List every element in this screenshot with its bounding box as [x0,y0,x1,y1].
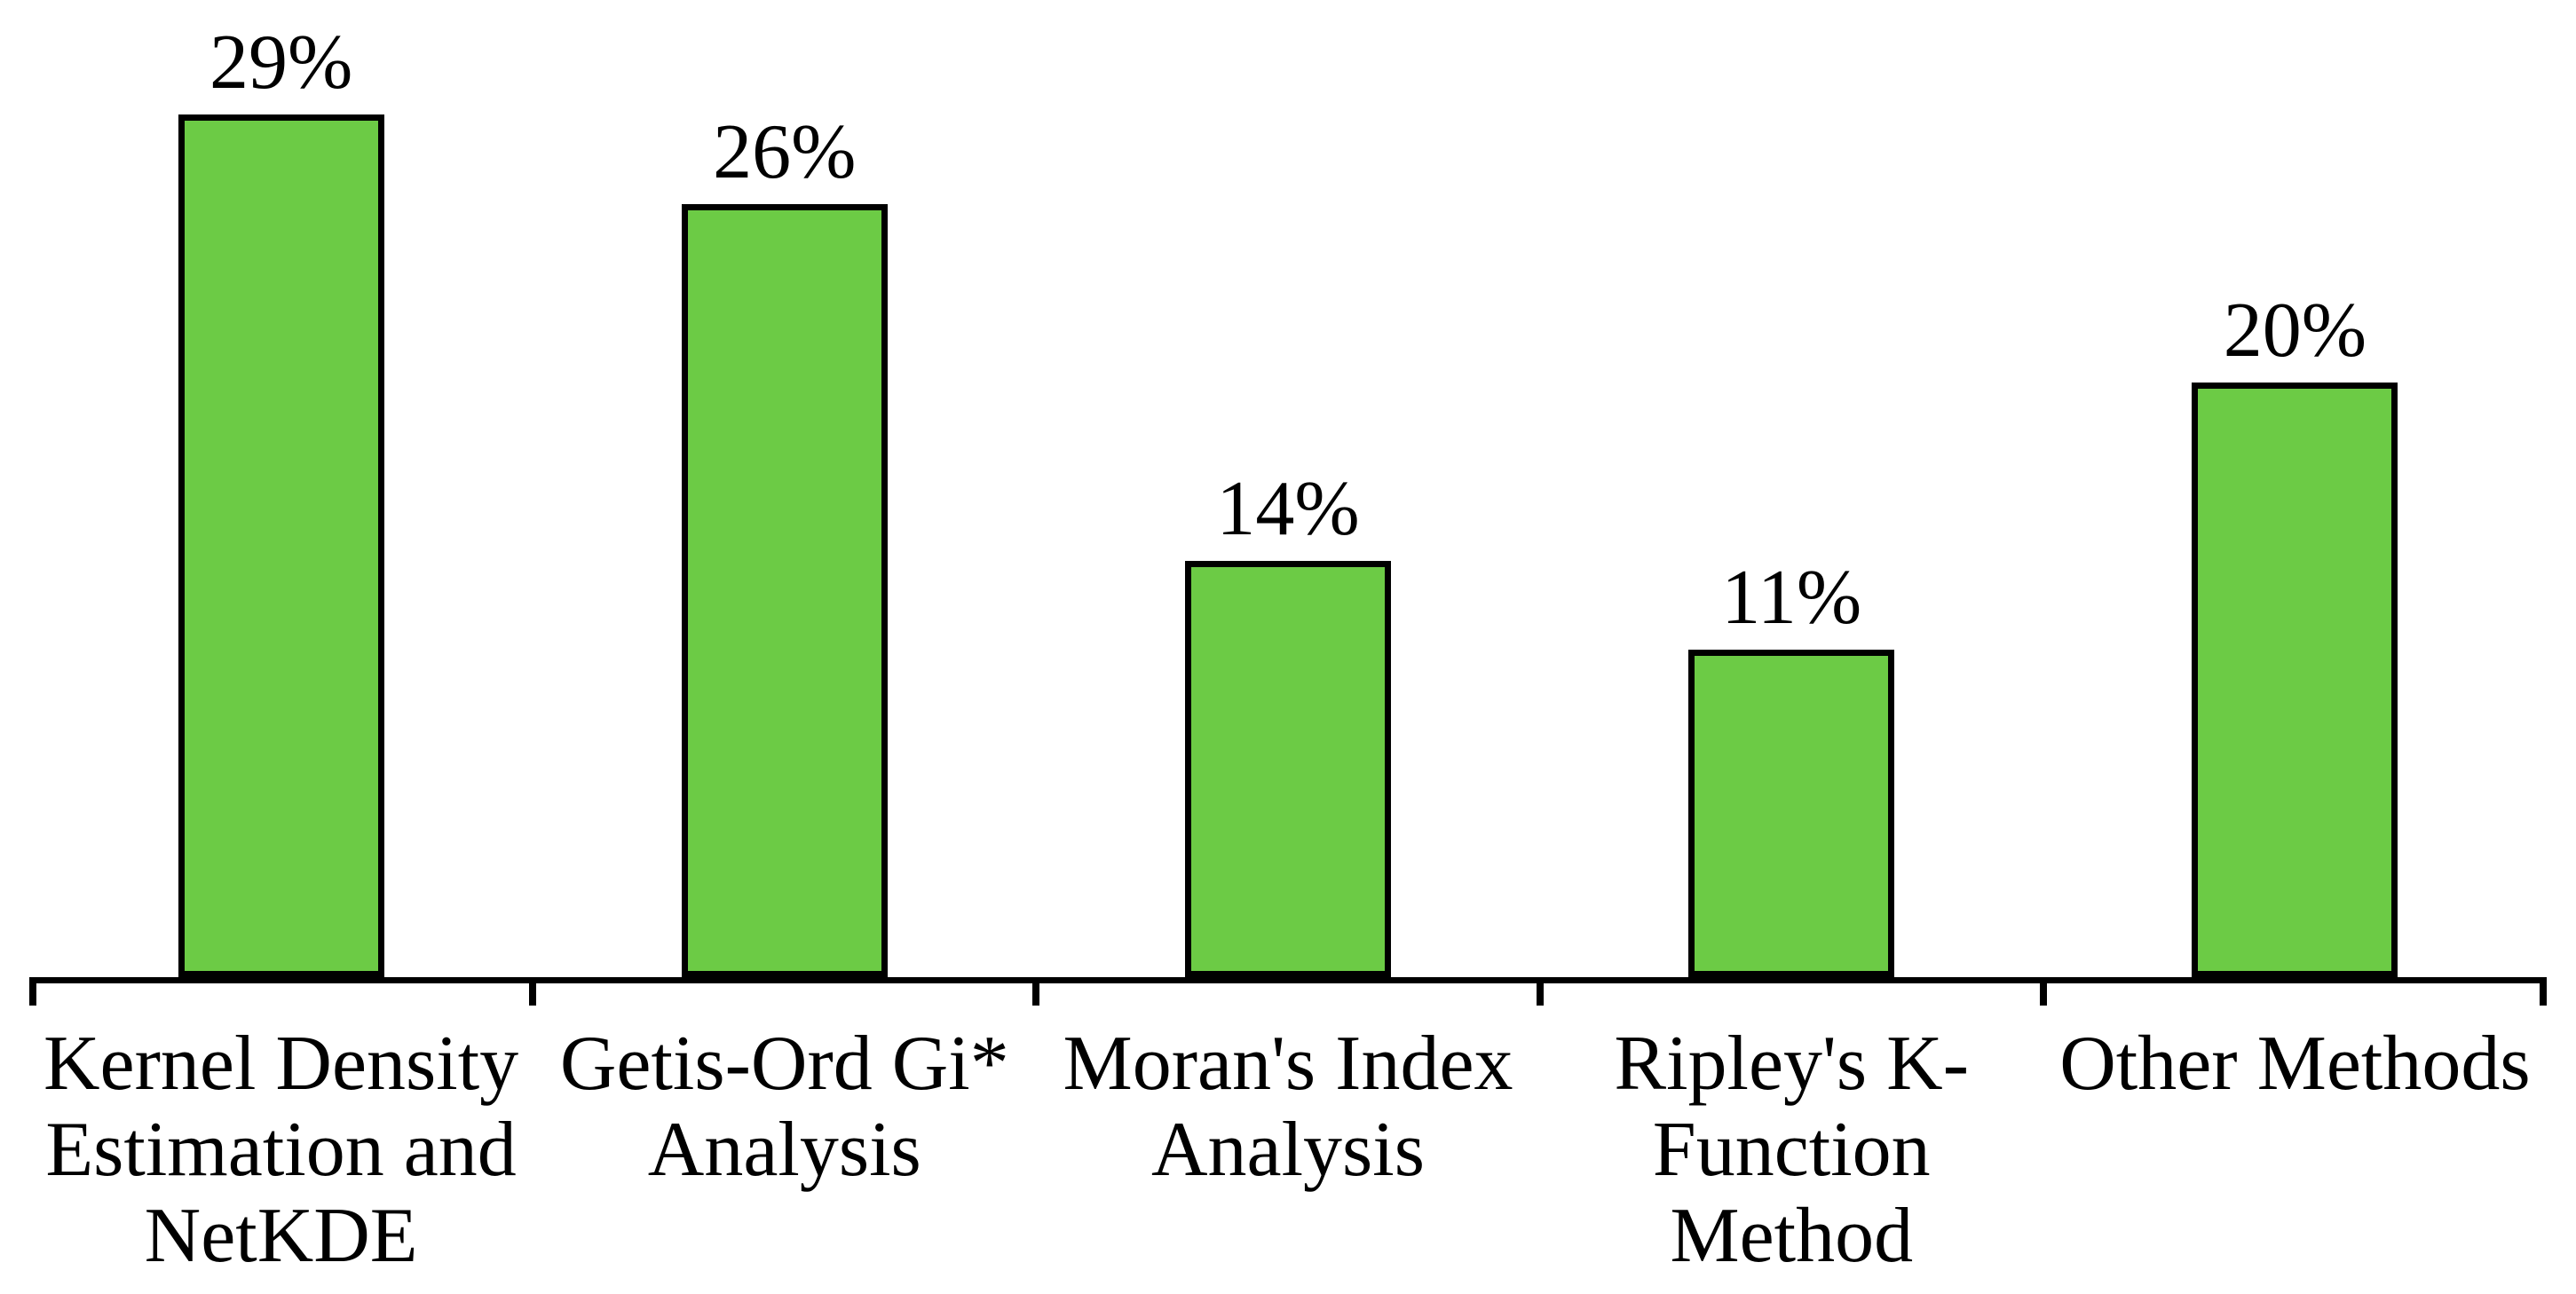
category-label-other-methods: Other Methods [2059,1021,2531,1107]
plot-area: 29% 26% 14% 11% 20% [29,0,2547,977]
x-axis-tick [1537,977,1544,1006]
bar-ripleys-k [1688,650,1895,977]
bar-slot: 26% [533,0,1036,977]
bar-morans-index [1185,561,1391,977]
data-label: 26% [713,109,857,195]
bar-slot: 14% [1036,0,1539,977]
bar-other-methods [2192,383,2398,977]
x-axis-tick [29,977,36,1006]
x-axis-tick [2540,977,2547,1006]
category-label-kernel-density: Kernel Density Estimation and NetKDE [43,1021,519,1279]
category-label-ripleys-k: Ripley's K- Function Method [1614,1021,1970,1279]
x-axis-tick [529,977,536,1006]
bar-getis-ord [681,204,888,977]
bar-slot: 29% [29,0,533,977]
data-label: 11% [1721,555,1862,641]
x-axis-tick [1032,977,1039,1006]
x-axis-line [29,977,2547,983]
x-axis-labels: Kernel Density Estimation and NetKDE Get… [29,1021,2547,1279]
data-label: 14% [1216,466,1360,552]
data-label: 20% [2223,288,2367,374]
category-label-getis-ord: Getis-Ord Gi* Analysis [559,1021,1009,1193]
category-label-morans-index: Moran's Index Analysis [1063,1021,1513,1193]
data-label: 29% [209,20,353,106]
bar-slot: 20% [2043,0,2547,977]
bar-kernel-density [178,114,384,977]
bar-slot: 11% [1540,0,2043,977]
x-axis-tick [2040,977,2047,1006]
